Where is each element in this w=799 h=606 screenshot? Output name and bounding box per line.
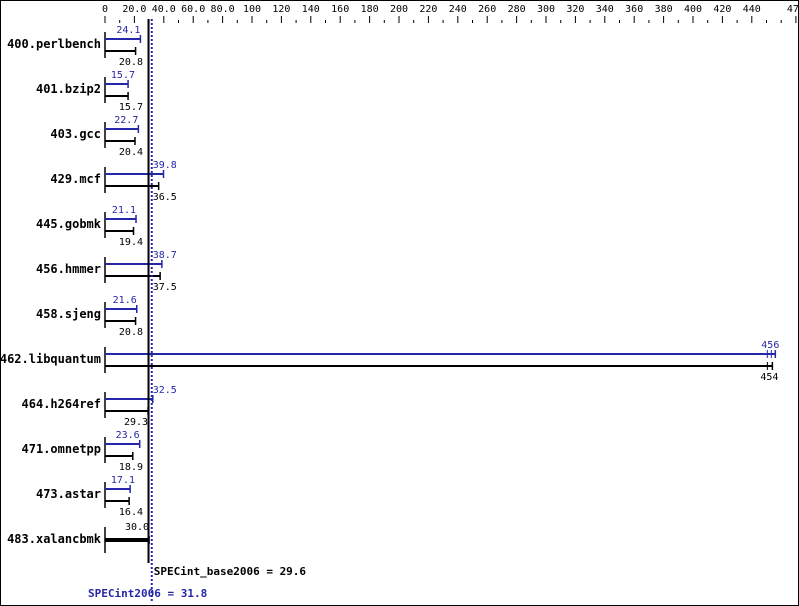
base-reference-label: SPECint_base2006 = 29.6 bbox=[154, 565, 307, 578]
tick-label: 470 bbox=[787, 4, 798, 15]
peak-value-label: 22.7 bbox=[114, 115, 138, 126]
benchmark-label: 403.gcc bbox=[50, 127, 101, 141]
benchmark-label: 473.astar bbox=[36, 487, 101, 501]
benchmark-label: 401.bzip2 bbox=[36, 82, 101, 96]
tick-label: 180 bbox=[361, 4, 379, 15]
tick-label: 80.0 bbox=[211, 4, 235, 15]
benchmark-label: 445.gobmk bbox=[36, 217, 102, 231]
peak-value-label: 23.6 bbox=[116, 430, 140, 441]
peak-value-label: 21.6 bbox=[113, 295, 137, 306]
peak-value-label: 38.7 bbox=[153, 250, 177, 261]
tick-label: 40.0 bbox=[152, 4, 176, 15]
tick-label: 240 bbox=[449, 4, 467, 15]
benchmark-label: 458.sjeng bbox=[36, 307, 101, 321]
tick-label: 300 bbox=[537, 4, 555, 15]
tick-label: 220 bbox=[419, 4, 437, 15]
benchmark-label: 471.omnetpp bbox=[22, 442, 101, 456]
benchmark-label: 483.xalancbmk bbox=[7, 532, 102, 546]
tick-label: 60.0 bbox=[181, 4, 205, 15]
tick-label: 420 bbox=[713, 4, 731, 15]
base-value-label: 19.4 bbox=[119, 237, 143, 248]
base-value-label: 20.4 bbox=[119, 147, 143, 158]
peak-value-label: 32.5 bbox=[153, 385, 177, 396]
benchmark-label: 400.perlbench bbox=[7, 37, 101, 51]
base-value-label: 18.9 bbox=[119, 462, 143, 473]
benchmark-label: 462.libquantum bbox=[1, 352, 101, 366]
base-value-label: 37.5 bbox=[153, 282, 177, 293]
tick-label: 160 bbox=[331, 4, 349, 15]
base-value-label: 15.7 bbox=[119, 102, 143, 113]
tick-label: 360 bbox=[625, 4, 643, 15]
benchmark-label: 429.mcf bbox=[50, 172, 101, 186]
peak-value-label: 39.8 bbox=[153, 160, 177, 171]
base-value-label: 16.4 bbox=[119, 507, 143, 518]
base-value-label: 36.5 bbox=[153, 192, 177, 203]
peak-value-label: 21.1 bbox=[112, 205, 136, 216]
tick-label: 320 bbox=[566, 4, 584, 15]
benchmark-label: 456.hmmer bbox=[36, 262, 101, 276]
tick-label: 400 bbox=[684, 4, 702, 15]
peak-value-label: 17.1 bbox=[111, 475, 135, 486]
tick-label: 200 bbox=[390, 4, 408, 15]
peak-value-label: 15.7 bbox=[111, 70, 135, 81]
tick-label: 0 bbox=[102, 4, 108, 15]
tick-label: 100 bbox=[243, 4, 261, 15]
peak-reference-label: SPECint2006 = 31.8 bbox=[88, 587, 207, 600]
tick-label: 380 bbox=[655, 4, 673, 15]
peak-value-label: 456 bbox=[761, 340, 779, 351]
benchmark-label: 464.h264ref bbox=[22, 397, 101, 411]
base-value-label: 20.8 bbox=[119, 327, 143, 338]
tick-label: 140 bbox=[302, 4, 320, 15]
peak-value-label: 24.1 bbox=[116, 25, 140, 36]
tick-label: 120 bbox=[272, 4, 290, 15]
tick-label: 280 bbox=[508, 4, 526, 15]
base-value-label: 20.8 bbox=[119, 57, 143, 68]
base-value-label: 30.0 bbox=[125, 522, 149, 533]
tick-label: 20.0 bbox=[122, 4, 146, 15]
tick-label: 440 bbox=[743, 4, 761, 15]
base-value-label: 454 bbox=[760, 372, 778, 383]
tick-label: 260 bbox=[478, 4, 496, 15]
base-value-label: 29.3 bbox=[124, 417, 148, 428]
tick-label: 340 bbox=[596, 4, 614, 15]
